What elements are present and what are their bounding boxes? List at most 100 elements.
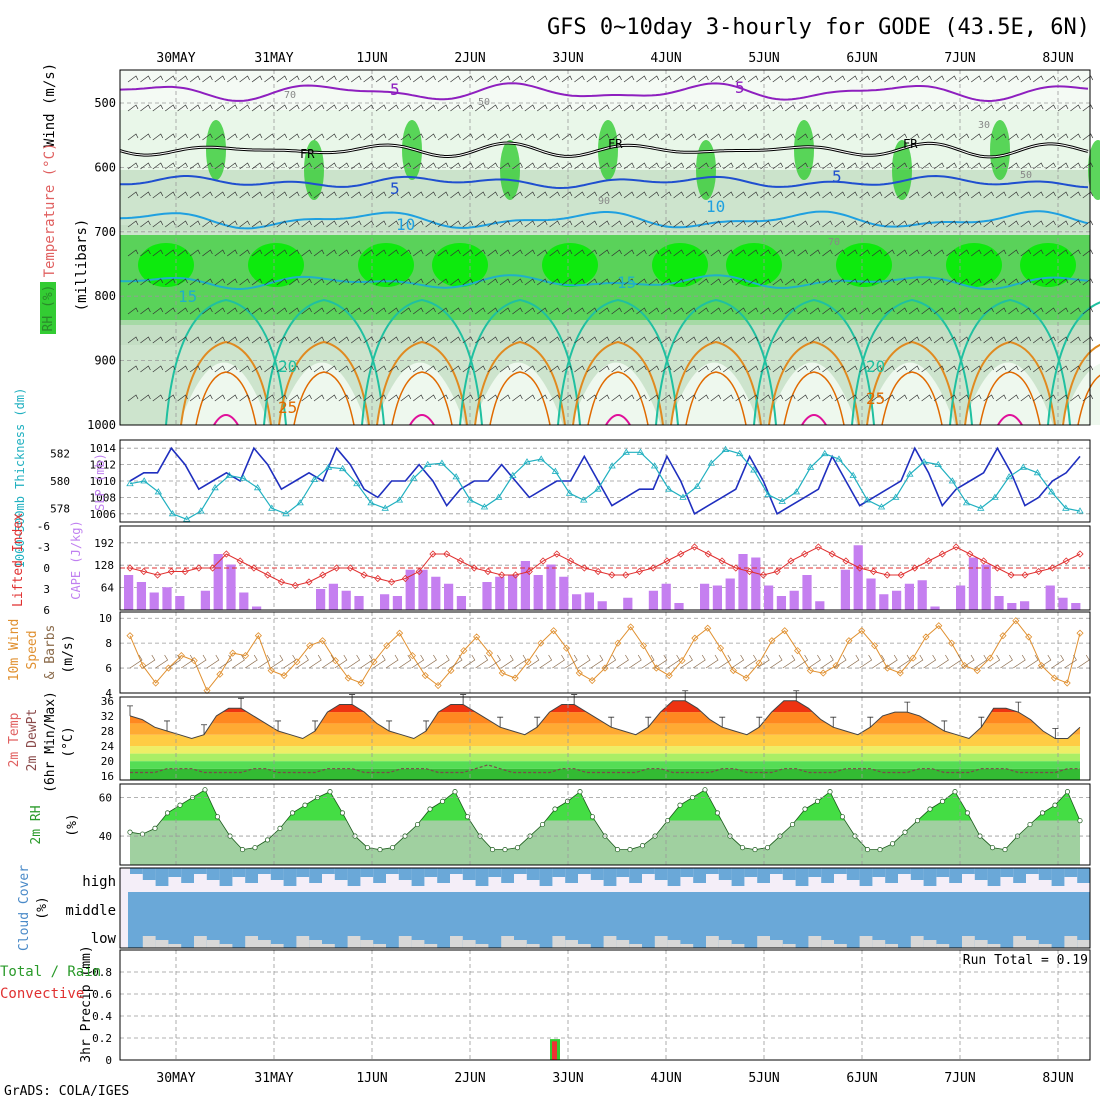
wind-barb <box>239 191 250 199</box>
wind-barb <box>350 394 362 402</box>
temp-band <box>130 761 1080 769</box>
profile-ylabel: (millibars) <box>74 219 90 312</box>
li-marker <box>980 557 988 565</box>
wind-barb <box>425 278 436 286</box>
wind-marker <box>126 632 134 640</box>
wind-barb <box>189 104 201 112</box>
thickness-marker <box>735 449 744 457</box>
cloud-high-bar <box>949 868 962 883</box>
cape-bar <box>623 597 633 610</box>
cape-bar <box>482 582 492 610</box>
wind-barb <box>673 336 684 344</box>
wind-barb <box>226 394 238 402</box>
wind-barb <box>685 249 697 257</box>
wind-barb <box>598 191 610 199</box>
wind-barb <box>164 365 176 373</box>
wind-marker <box>755 659 763 667</box>
wind-barb <box>214 220 226 228</box>
rh2m-label: 2m RH <box>29 805 44 844</box>
wind-barb <box>722 249 734 257</box>
wind-barb <box>561 133 573 141</box>
wind-marker <box>280 671 288 680</box>
rh2m-marker <box>639 843 646 849</box>
wind-barb <box>660 249 672 257</box>
cloud-high-bar <box>411 868 425 886</box>
wind-barb <box>202 162 213 170</box>
surface-dome <box>963 362 1053 425</box>
wind-barb <box>1020 278 1032 286</box>
wind-barb <box>784 336 796 344</box>
wind-barb <box>983 220 994 228</box>
pressure-tick-label: 700 <box>94 225 116 239</box>
cloud-low-gap <box>514 940 527 948</box>
wind-barb <box>908 162 920 170</box>
wind-barb <box>871 394 883 402</box>
wind-barb <box>474 75 486 83</box>
wind-barb <box>1070 133 1081 141</box>
wind-barb <box>226 75 238 83</box>
cloud-high-bar <box>462 868 476 880</box>
wind-barb <box>239 75 250 83</box>
wind-barb <box>574 133 585 141</box>
wind-barb <box>313 278 325 286</box>
wind-barb <box>549 162 560 170</box>
cloud-high-bar <box>706 868 719 874</box>
wind-barb <box>995 104 1007 112</box>
surface-dome <box>277 362 367 425</box>
wind-barb <box>276 133 288 141</box>
li-marker <box>443 550 451 558</box>
wind-barb <box>933 104 945 112</box>
wind-barb <box>722 191 734 199</box>
wind-barb <box>536 249 548 257</box>
wind-barb <box>710 75 722 83</box>
wind-barb <box>226 278 238 286</box>
surface-wind-barb <box>193 654 207 669</box>
surface-wind-barb <box>168 654 181 669</box>
contour-label-15: 15 <box>617 273 636 292</box>
wind-barb <box>859 191 870 199</box>
wind-barb <box>1082 278 1094 286</box>
temp-band <box>130 700 1080 713</box>
wind-barb <box>536 162 548 170</box>
cloud-low-gap <box>782 944 796 948</box>
cloud-high-bar <box>744 868 758 877</box>
thickness-marker <box>849 471 857 478</box>
wind-barb <box>722 133 734 141</box>
wind-marker <box>344 674 352 682</box>
wind-barb <box>251 191 263 199</box>
thickness-marker <box>225 471 233 478</box>
wind-barb <box>946 336 957 344</box>
li-marker <box>388 578 396 586</box>
surface-wind-barb <box>667 654 681 669</box>
wind-barb <box>970 365 982 373</box>
wind-barb <box>1032 220 1044 228</box>
cape-bar <box>175 596 185 610</box>
surface-dome <box>571 362 661 425</box>
cloud-low-gap <box>616 940 630 948</box>
wind-barb <box>859 336 870 344</box>
rh2m-marker <box>764 845 771 851</box>
date-label-bottom: 7JUN <box>944 1071 975 1086</box>
li-marker <box>635 567 643 576</box>
wind-barb <box>1070 220 1081 228</box>
surface-dome <box>767 362 857 425</box>
li-marker <box>236 557 244 565</box>
wind-barb <box>1008 162 1019 170</box>
wind-marker <box>524 658 532 666</box>
slp-tick-label: 1010 <box>90 475 117 488</box>
wind-barb <box>710 133 722 141</box>
rh2m-marker <box>1027 821 1033 828</box>
cloud-low-gap <box>245 936 258 948</box>
wind-barb <box>400 336 412 344</box>
thickness-marker <box>948 477 957 484</box>
wind-barb <box>1020 133 1032 141</box>
wind-barb <box>908 75 920 83</box>
rh-column-blob <box>1088 140 1100 200</box>
temp-contour-28 <box>195 371 257 426</box>
wind-barb <box>722 104 734 112</box>
wind-barb <box>710 336 722 344</box>
wind-barb <box>673 220 684 228</box>
wind-barb <box>747 220 759 228</box>
li-marker <box>759 571 767 579</box>
cloud-high-bar <box>910 868 924 880</box>
